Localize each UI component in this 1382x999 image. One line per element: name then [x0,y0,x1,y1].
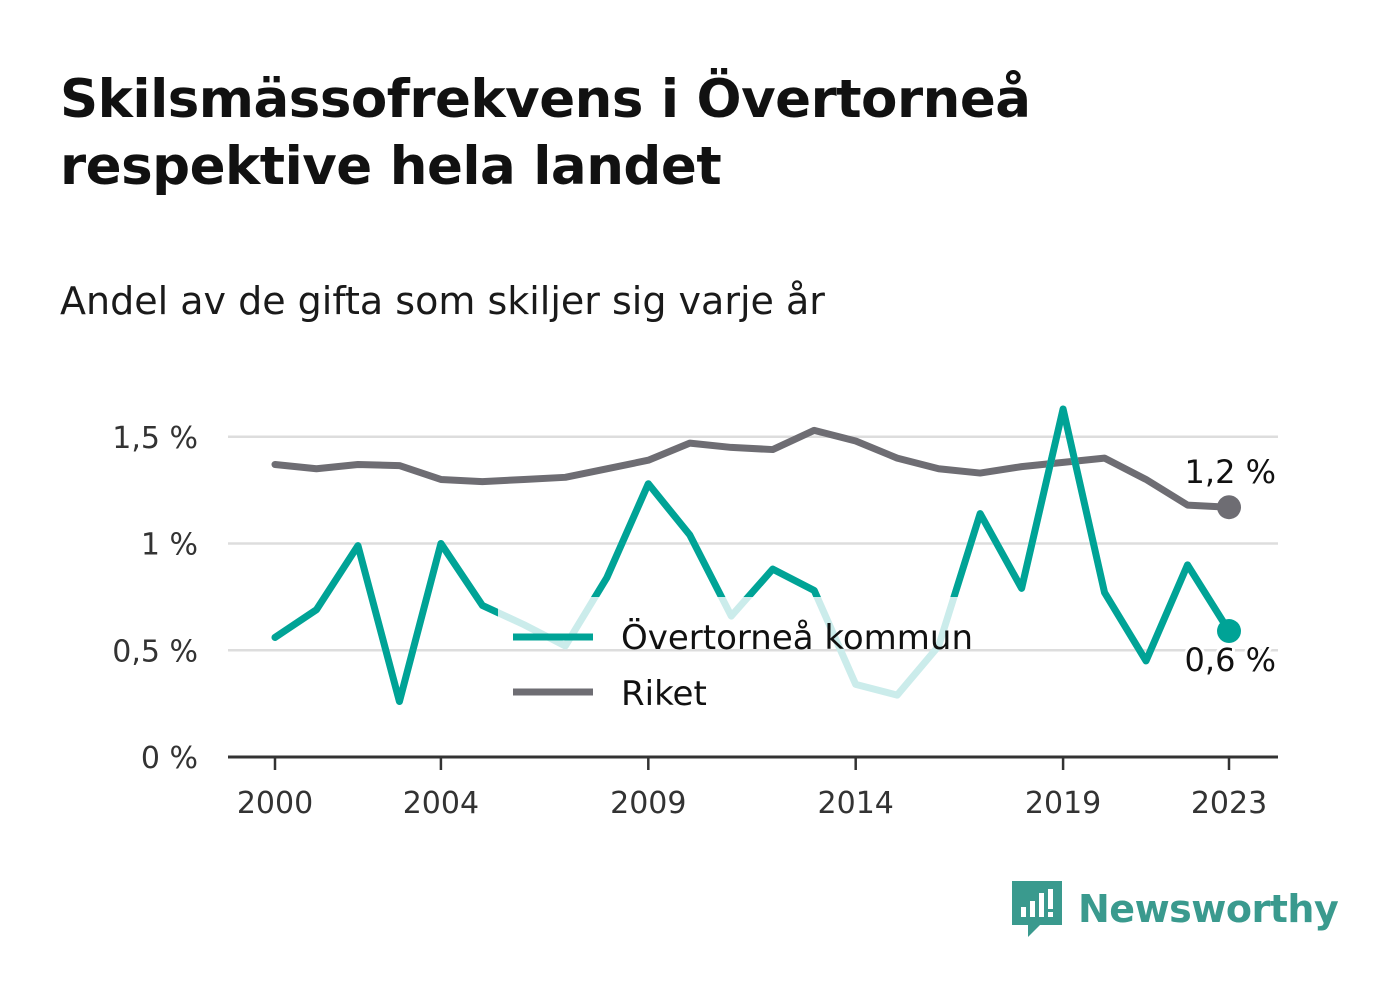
x-tick-label: 2014 [818,786,894,821]
y-tick-label: 0,5 % [112,634,198,669]
x-tick-label: 2004 [403,786,479,821]
grid-lines [228,435,1278,652]
y-axis-ticks: 0 % 0,5 % 1 % 1,5 % [112,421,198,776]
overtornea-end-marker [1217,619,1241,644]
series-line-overtornea [271,405,1233,705]
y-tick-label: 0 % [141,741,198,776]
riket-end-label: 1,2 % [1185,453,1276,491]
newsworthy-logo-icon [1012,881,1062,937]
legend-label-riket: Riket [621,674,707,714]
series-line-riket [271,426,1233,511]
legend: Övertorneå kommun Riket [513,617,973,714]
x-tick-label: 2009 [610,786,686,821]
end-labels: 1,2 % 0,6 % [1182,453,1279,682]
x-tick-label: 2019 [1025,786,1101,821]
series-lines [271,405,1233,705]
chart-title: Skilsmässofrekvens i Övertorneå respekti… [60,69,1031,197]
legend-label-overtornea: Övertorneå kommun [621,617,973,658]
x-axis-ticks: 2000 2004 2009 2014 2019 2023 [237,757,1267,821]
y-tick-label: 1,5 % [112,421,198,456]
riket-end-marker [1217,495,1241,520]
newsworthy-logo-text: Newsworthy [1078,887,1339,931]
x-tick-label: 2000 [237,786,313,821]
newsworthy-logo: Newsworthy [1010,878,1339,940]
y-tick-label: 1 % [141,528,198,563]
chart-subtitle: Andel av de gifta som skiljer sig varje … [60,279,825,323]
x-tick-label: 2023 [1191,786,1267,821]
overtornea-end-label: 0,6 % [1185,641,1276,679]
